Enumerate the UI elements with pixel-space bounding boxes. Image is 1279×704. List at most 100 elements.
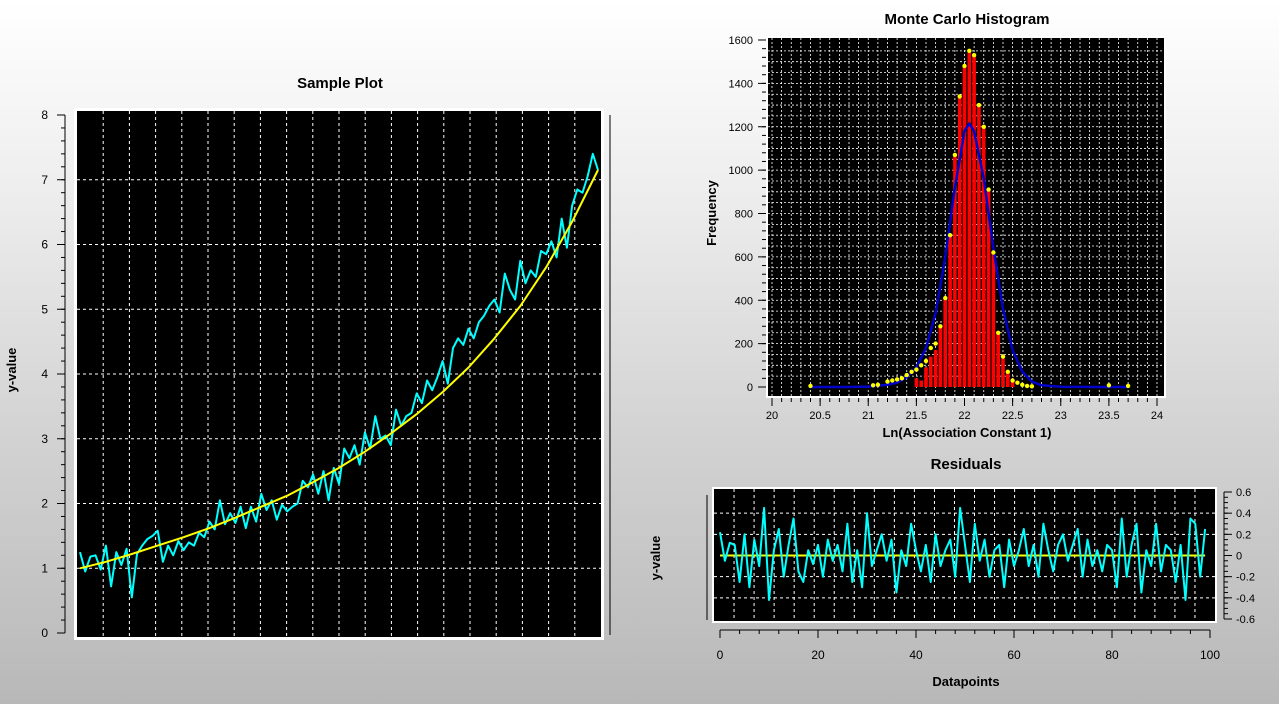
histogram-point — [914, 367, 919, 372]
sample-plot-ytick-label: 3 — [41, 432, 48, 446]
histogram-ytick-label: 800 — [735, 209, 753, 221]
histogram-xlabel: Ln(Association Constant 1) — [882, 425, 1051, 440]
residuals-xtick-label: 40 — [909, 648, 923, 662]
histogram-bar — [972, 55, 976, 387]
histogram-bar — [986, 189, 991, 387]
histogram-point — [890, 378, 895, 383]
histogram-bar — [914, 378, 919, 387]
sample-plot-ytick-label: 8 — [41, 108, 48, 122]
histogram-point — [943, 295, 948, 301]
histogram-point — [947, 233, 953, 238]
histogram-point — [938, 324, 943, 329]
sample-plot-ytick-label: 2 — [41, 497, 48, 511]
monte-carlo-histogram: Monte Carlo Histogram Frequency Ln(Assoc… — [704, 11, 1166, 440]
histogram-ytick-label: 0 — [747, 382, 753, 394]
residuals-ylabel: y-value — [648, 536, 663, 581]
sample-plot-ytick-label: 1 — [41, 561, 48, 575]
residuals-xtick-label: 20 — [811, 648, 825, 662]
histogram-point — [1106, 383, 1112, 388]
histogram-point — [1024, 383, 1030, 389]
histogram-point — [1029, 384, 1035, 389]
histogram-xtick-label: 20 — [766, 410, 778, 422]
histogram-point — [1005, 369, 1010, 374]
histogram-bar — [953, 154, 957, 387]
histogram-point — [870, 383, 876, 388]
histogram-curve — [810, 122, 1129, 389]
histogram-point — [1015, 380, 1020, 385]
residuals-ytick-label: -0.4 — [1236, 593, 1255, 605]
histogram-xtick-label: 24 — [1151, 410, 1163, 422]
histogram-point — [933, 341, 938, 346]
histogram-point — [996, 330, 1001, 335]
histogram-bar — [948, 235, 952, 387]
sample-plot-title: Sample Plot — [297, 75, 383, 92]
histogram-bar — [1001, 358, 1005, 387]
histogram-ytick-label: 1200 — [729, 122, 753, 134]
histogram-bar — [991, 252, 996, 387]
histogram-xtick-label: 21.5 — [906, 410, 927, 422]
sample-plot-data-line — [79, 152, 599, 599]
sample-plot-y-axis: 0 1 2 3 4 5 6 7 8 — [41, 108, 66, 640]
histogram-point — [981, 124, 986, 129]
histogram-bar — [933, 350, 938, 387]
histogram-bar — [1006, 371, 1010, 387]
histogram-bar — [1010, 380, 1015, 387]
histogram-ytick-label: 1600 — [729, 35, 753, 47]
histogram-point — [923, 358, 929, 364]
histogram-point — [808, 383, 813, 389]
histogram-point — [1125, 383, 1131, 389]
histogram-ytick-label: 1400 — [729, 78, 753, 90]
histogram-xtick-label: 20.5 — [809, 410, 830, 422]
histogram-bars — [914, 50, 1015, 388]
histogram-point — [957, 94, 962, 99]
residuals-ytick-label: 0.4 — [1236, 508, 1251, 520]
residuals-ytick-label: -0.2 — [1236, 572, 1255, 584]
residuals-ytick-label: -0.6 — [1236, 614, 1255, 626]
sample-plot-grid — [77, 111, 601, 637]
residuals-title: Residuals — [931, 456, 1002, 473]
residuals-xtick-label: 60 — [1007, 648, 1021, 662]
residuals-plot: Residuals y-value Datapoints 0 20 40 60 80 10… — [648, 456, 1255, 689]
histogram-bar — [977, 105, 981, 387]
histogram-point — [1010, 378, 1015, 383]
histogram-point — [894, 377, 900, 382]
residuals-xtick-label: 0 — [717, 648, 724, 662]
histogram-bar — [996, 332, 1000, 387]
residuals-ytick-label: 0 — [1236, 551, 1242, 563]
histogram-xtick-label: 22 — [958, 410, 970, 422]
histogram-bar — [967, 50, 972, 388]
histogram-point — [1020, 382, 1025, 387]
residuals-ytick-label: 0.2 — [1236, 529, 1251, 541]
residuals-residuals — [719, 506, 1207, 601]
histogram-point — [967, 48, 972, 53]
histogram-point — [1000, 354, 1006, 359]
histogram-point — [885, 379, 890, 384]
histogram-ylabel: Frequency — [704, 179, 719, 246]
sample-plot-ytick-label: 6 — [41, 238, 48, 252]
sample-plot-ytick-label: 0 — [41, 626, 48, 640]
sample-plot-fit-line — [79, 169, 599, 570]
histogram-axes: 0 200 400 600 800 1000 1200 1400 1600 20 20.5 21 21.… — [729, 35, 1164, 422]
histogram-bar — [938, 326, 943, 387]
histogram-bar — [943, 298, 947, 387]
histogram-ytick-label: 600 — [735, 252, 753, 264]
histogram-bar — [981, 126, 986, 388]
histogram-point — [904, 372, 909, 378]
histogram-title: Monte Carlo Histogram — [884, 11, 1049, 28]
histogram-point — [919, 363, 924, 368]
sample-plot-ylabel: y-value — [4, 348, 19, 393]
histogram-points — [808, 48, 1131, 389]
histogram-bar — [957, 96, 962, 388]
histogram-ytick-label: 400 — [735, 295, 753, 307]
residuals-xtick-label: 100 — [1200, 648, 1220, 662]
histogram-point — [976, 102, 982, 108]
sample-plot-ytick-label: 4 — [41, 367, 48, 381]
histogram-point — [875, 382, 881, 387]
histogram-point — [899, 376, 905, 381]
histogram-ytick-label: 200 — [735, 339, 753, 351]
residuals-xlabel: Datapoints — [932, 674, 999, 689]
histogram-bar — [919, 380, 923, 387]
histogram-point — [909, 369, 914, 374]
histogram-point — [991, 250, 996, 255]
